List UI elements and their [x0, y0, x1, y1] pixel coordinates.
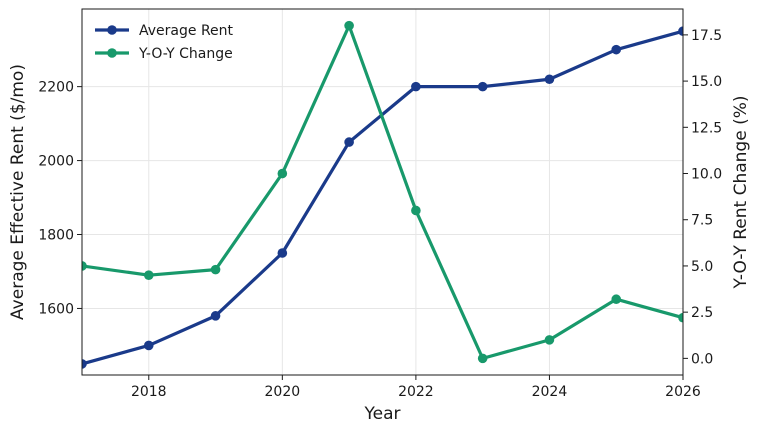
data-point: [210, 311, 221, 321]
x-tick-label: 2024: [532, 384, 568, 400]
data-point: [411, 81, 421, 92]
data-point: [477, 353, 488, 364]
y2-tick-label: 15.0: [691, 74, 722, 90]
y-tick-label: 1800: [38, 228, 74, 244]
x-axis-title: Year: [364, 404, 401, 424]
data-point: [210, 264, 221, 275]
series-line: [82, 24, 683, 360]
y2-tick-label: 12.5: [691, 120, 722, 136]
x-tick-label: 2022: [398, 384, 434, 400]
series-layer: [82, 20, 683, 369]
y-axis-title: Average Effective Rent ($/mo): [8, 64, 28, 320]
legend-item: Average Rent: [95, 23, 234, 39]
y2-tick-label: 7.5: [691, 213, 713, 229]
y2-tick-label: 0.0: [691, 351, 713, 367]
series-clip-group: [82, 20, 683, 369]
data-point: [544, 74, 555, 85]
data-point: [411, 205, 421, 216]
data-point: [678, 26, 683, 36]
plot-frame: [81, 8, 684, 376]
data-point: [277, 248, 288, 258]
x-tick-label: 2026: [665, 384, 701, 400]
legend-label: Average Rent: [139, 23, 234, 39]
y-tick-label: 2000: [38, 154, 74, 170]
axes: 2018 2020 2022 2024 2026 1600 1800 2000 2200 0.0 2…: [38, 28, 722, 400]
y-tick-label: 2200: [38, 80, 74, 96]
y2-tick-label: 5.0: [691, 259, 713, 275]
y2-tick-label: 17.5: [691, 28, 722, 44]
y2-tick-label: 2.5: [691, 305, 713, 321]
data-point: [82, 359, 87, 369]
x-tick-label: 2020: [265, 384, 301, 400]
y2-axis-title: Y-O-Y Rent Change (%): [731, 96, 751, 290]
data-point: [143, 270, 154, 280]
data-point: [143, 340, 154, 351]
legend-swatch-marker: [107, 48, 117, 58]
legend-label: Y-O-Y Change: [138, 46, 233, 62]
data-point: [678, 312, 683, 323]
legend: Average Rent Y-O-Y Change: [95, 23, 234, 62]
y2-tick-label: 10.0: [691, 167, 722, 183]
data-point: [277, 168, 288, 179]
y-tick-label: 1600: [38, 301, 74, 317]
data-point: [82, 261, 87, 271]
series-average-rent: [82, 26, 683, 369]
data-point: [477, 81, 488, 92]
series-yoy-change: [82, 20, 683, 364]
data-point: [544, 335, 555, 345]
legend-swatch-marker: [107, 25, 117, 35]
x-tick-label: 2018: [131, 384, 167, 400]
data-point: [344, 20, 354, 31]
grid: [82, 9, 684, 375]
legend-item: Y-O-Y Change: [95, 46, 233, 62]
data-point: [344, 137, 354, 147]
data-point: [611, 44, 622, 55]
data-point: [611, 294, 622, 305]
